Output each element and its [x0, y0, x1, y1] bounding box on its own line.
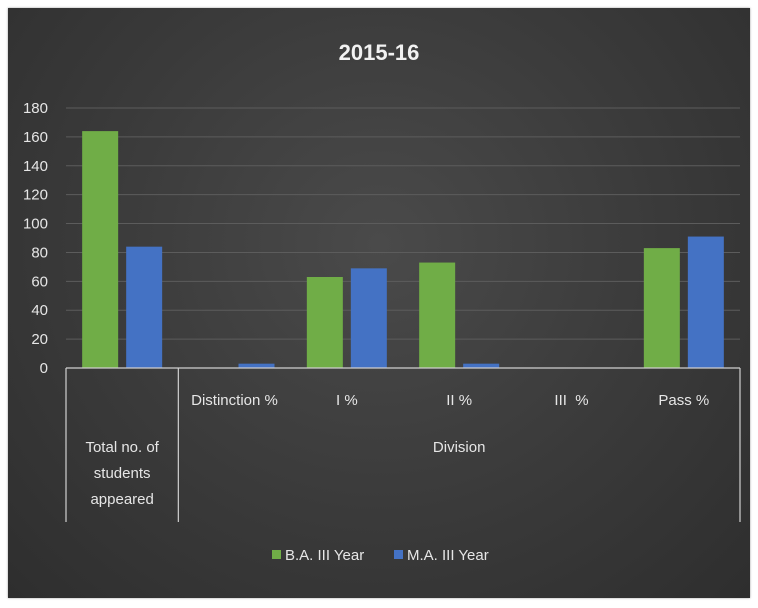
x-tick-label: II %	[446, 392, 472, 409]
legend-swatch	[394, 550, 403, 559]
y-tick-label: 20	[31, 331, 48, 348]
bar-ba-0	[82, 131, 119, 368]
y-tick-label: 40	[31, 302, 48, 319]
x-tick-label: Pass %	[658, 392, 709, 409]
y-tick-label: 140	[23, 158, 48, 175]
x-group-label: Division	[433, 439, 486, 456]
legend-swatch	[272, 550, 281, 559]
y-tick-label: 160	[23, 129, 48, 146]
bar-ba-2	[306, 277, 343, 368]
bar-ma-0	[126, 246, 163, 368]
x-tick-label: students	[94, 465, 151, 482]
bars	[82, 131, 724, 368]
y-tick-label: 120	[23, 187, 48, 204]
y-tick-label: 0	[40, 360, 48, 377]
y-axis: 0 20 40 60 80 100 120 140 160 180	[23, 100, 48, 377]
bar-ma-1	[238, 363, 275, 368]
y-tick-label: 100	[23, 216, 48, 233]
y-tick-label: 180	[23, 100, 48, 117]
bar-ba-3	[419, 262, 456, 368]
x-tick-label: III %	[554, 392, 588, 409]
bar-ma-3	[463, 363, 500, 368]
y-tick-label: 80	[31, 244, 48, 261]
bar-ma-2	[350, 268, 387, 368]
x-tick-label: appeared	[90, 491, 153, 508]
legend-label: B.A. III Year	[285, 547, 364, 564]
gridlines	[66, 107, 740, 369]
x-tick-label: Distinction %	[191, 392, 278, 409]
x-tick-label: Total no. of	[85, 439, 159, 456]
legend-label: M.A. III Year	[407, 547, 489, 564]
x-tick-label: I %	[336, 392, 358, 409]
y-tick-label: 60	[31, 273, 48, 290]
chart-title: 2015-16	[339, 40, 420, 65]
legend: B.A. III Year M.A. III Year	[272, 547, 489, 564]
bar-ba-5	[643, 248, 680, 368]
x-axis: Total no. of students appeared Distinction …	[65, 367, 741, 522]
bar-ma-5	[687, 236, 724, 368]
